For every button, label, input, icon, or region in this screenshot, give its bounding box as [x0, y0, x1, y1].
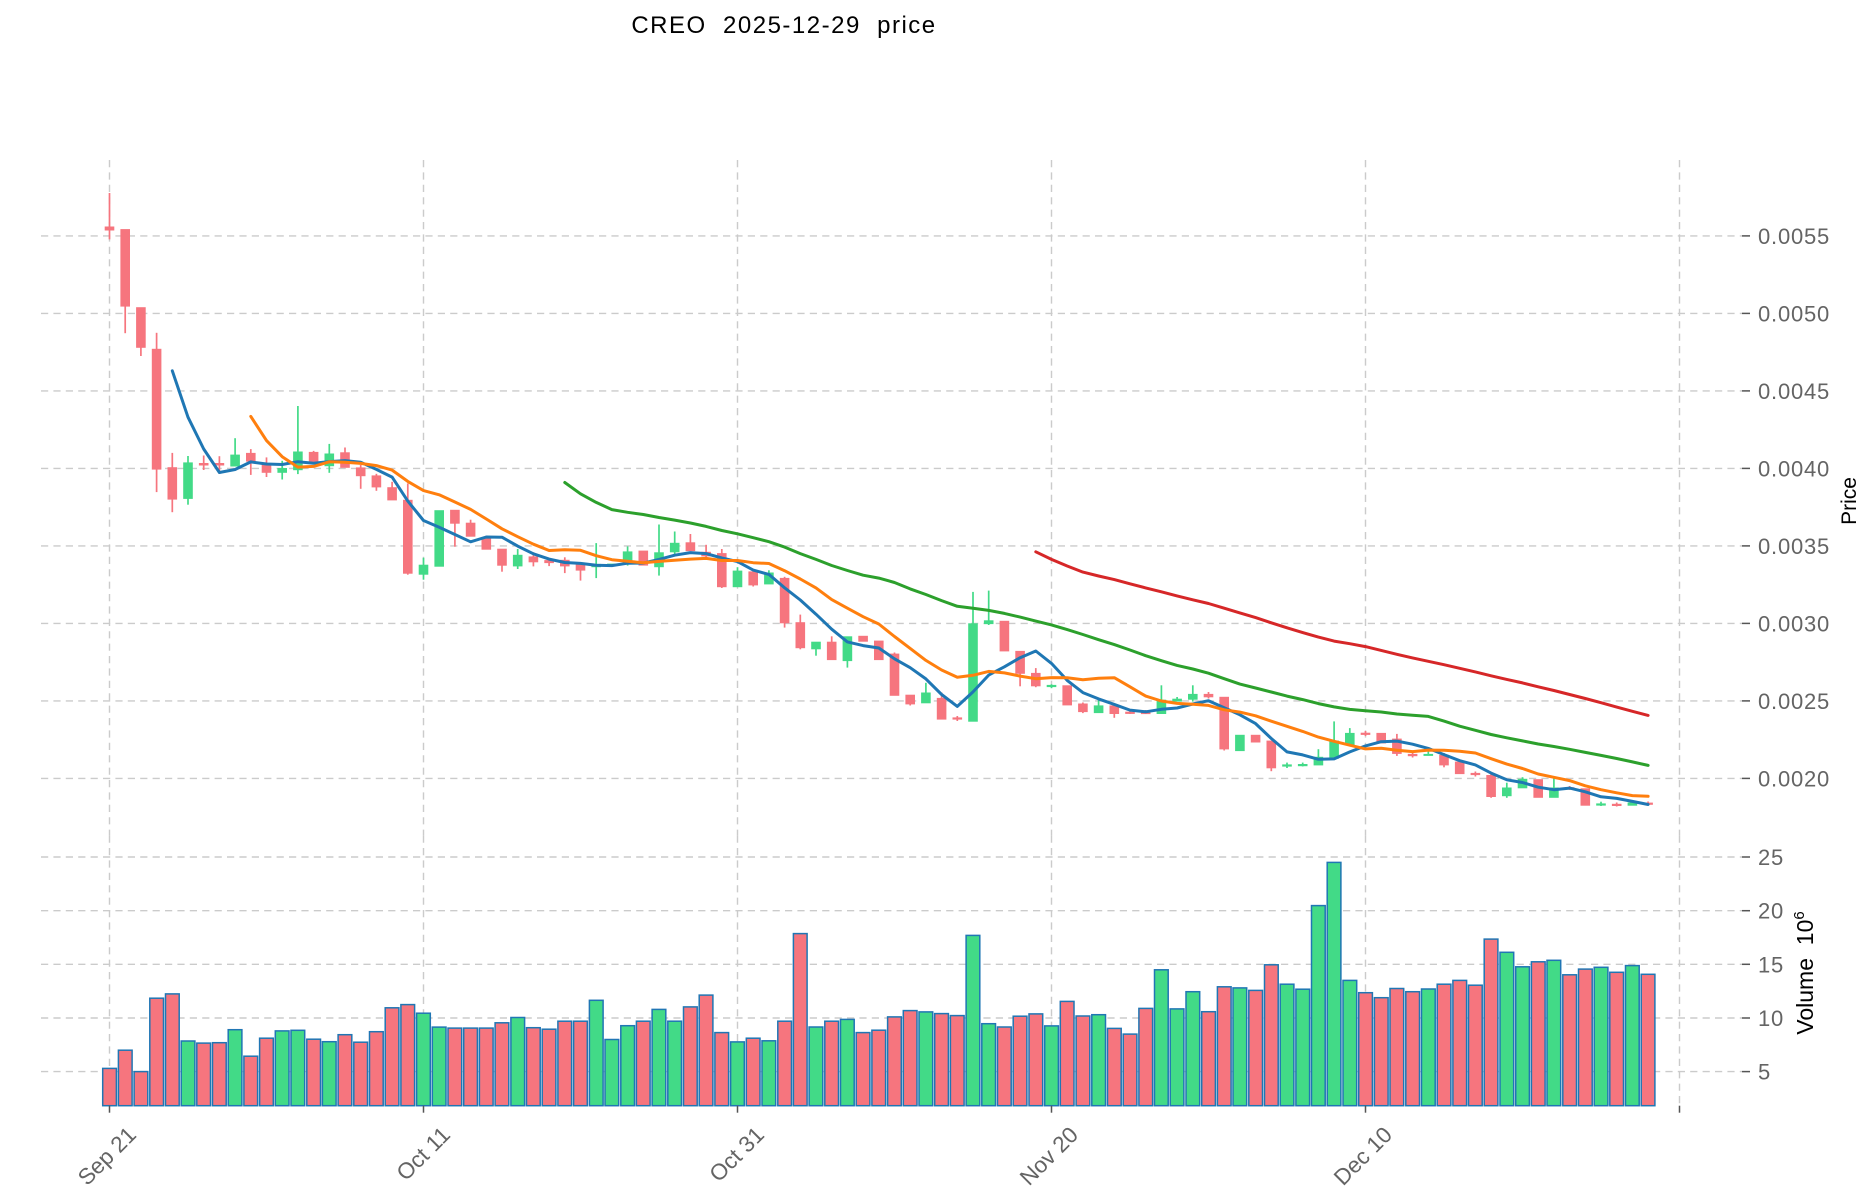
svg-text:5: 5 — [1758, 1060, 1771, 1085]
svg-text:CREO 2025-12-29 price: CREO 2025-12-29 price — [631, 12, 936, 39]
svg-text:25: 25 — [1758, 845, 1784, 870]
svg-text:15: 15 — [1758, 952, 1784, 977]
svg-text:0.0035: 0.0035 — [1758, 534, 1830, 559]
svg-text:0.0040: 0.0040 — [1758, 456, 1830, 481]
svg-text:Volume 106: Volume 106 — [1791, 911, 1818, 1034]
svg-text:0.0055: 0.0055 — [1758, 224, 1830, 249]
svg-text:20: 20 — [1758, 899, 1784, 924]
svg-text:0.0030: 0.0030 — [1758, 611, 1830, 636]
svg-text:10: 10 — [1758, 1006, 1784, 1031]
svg-text:0.0045: 0.0045 — [1758, 379, 1830, 404]
svg-text:0.0050: 0.0050 — [1758, 301, 1830, 326]
svg-text:0.0020: 0.0020 — [1758, 766, 1830, 791]
svg-text:0.0025: 0.0025 — [1758, 689, 1830, 714]
svg-text:Price: Price — [1838, 477, 1861, 525]
